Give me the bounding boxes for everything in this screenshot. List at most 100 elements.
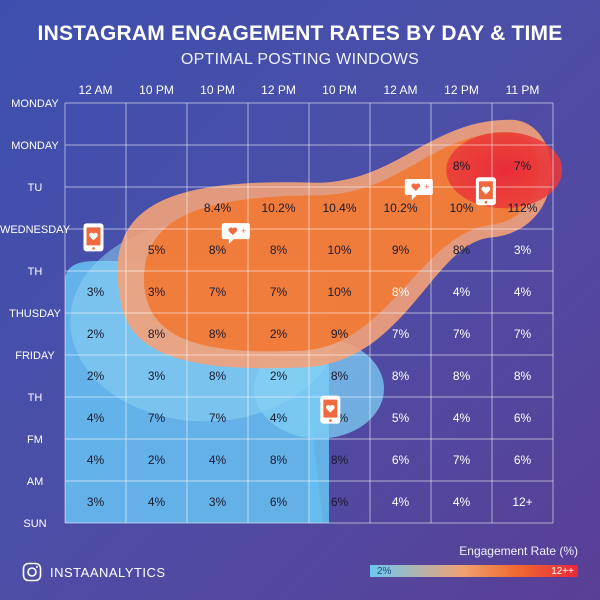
- heatmap-cell-value: 8%: [209, 369, 227, 383]
- row-label: TH: [28, 266, 43, 278]
- heatmap-cell-value: 4%: [148, 495, 166, 509]
- heatmap-cell-value: 3%: [209, 495, 227, 509]
- heatmap-cell-value: 2%: [87, 327, 105, 341]
- heatmap-cell-value: 7%: [209, 411, 227, 425]
- heatmap-cell-value: 10%: [327, 285, 351, 299]
- heatmap-cell-value: 9%: [392, 243, 410, 257]
- heatmap-cell-value: 4%: [209, 453, 227, 467]
- heatmap-cell-value: 8%: [453, 159, 471, 173]
- row-label: TH: [28, 392, 43, 404]
- heatmap-cell-value: 2%: [87, 369, 105, 383]
- heatmap-cell-value: 9%: [331, 327, 349, 341]
- heatmap-cell-value: 4%: [514, 285, 532, 299]
- row-label: FRIDAY: [15, 350, 55, 362]
- heatmap-cell-value: 112%: [508, 201, 538, 215]
- heatmap-cell-value: 12+: [512, 495, 532, 509]
- heatmap-cell-value: 4%: [453, 285, 471, 299]
- heatmap-cell-value: 10%: [449, 201, 473, 215]
- heatmap-cell-value: 4%: [87, 411, 105, 425]
- column-label: 10 PM: [139, 83, 174, 97]
- column-labels: 12 AM 10 PM 10 PM 12 PM 10 PM 12 AM 12 PM 11 PM: [78, 83, 539, 97]
- heatmap-cell-value: 8%: [453, 243, 471, 257]
- heatmap-cell-value: 7%: [514, 159, 532, 173]
- heatmap-cells: 8% 7% 8.4% 10.2% 10.4% 10.2% 10% 112% 5% 8% 8% 10% 9…: [87, 159, 538, 509]
- brand-name: INSTAANALYTICS: [50, 564, 166, 580]
- heatmap-cell-value: 7%: [392, 327, 410, 341]
- heatmap-cell-value: 6%: [270, 495, 288, 509]
- heatmap-cell-value: 8%: [392, 369, 410, 383]
- heatmap-cell-value: 6%: [331, 495, 349, 509]
- heatmap-cell-value: 8%: [270, 243, 288, 257]
- comment-heart-icon: +: [221, 223, 250, 245]
- svg-text:+: +: [241, 226, 246, 236]
- chart-title: INSTAGRAM ENGAGEMENT RATES BY DAY & TIME: [37, 22, 563, 45]
- heatmap-cell-value: 4%: [453, 495, 471, 509]
- heatmap-cell-value: 2%: [270, 327, 288, 341]
- heatmap-cell-value: 6%: [514, 411, 532, 425]
- heatmap-cell-value: 10.2%: [383, 201, 417, 215]
- column-label: 12 AM: [78, 83, 112, 97]
- legend-max-label: 12++: [551, 566, 574, 577]
- legend-gradient-bar: [370, 565, 578, 577]
- comment-heart-icon: +: [404, 179, 433, 200]
- heatmap-cell-value: 10.2%: [261, 201, 295, 215]
- heatmap-cell-value: 4%: [270, 411, 288, 425]
- heatmap-cell-value: 5%: [392, 411, 410, 425]
- legend-min-label: 2%: [377, 566, 392, 577]
- heatmap-cell-value: 2%: [270, 369, 288, 383]
- phone-heart-icon: [320, 395, 341, 424]
- column-label: 12 AM: [383, 83, 417, 97]
- heatmap-cell-value: 8%: [270, 453, 288, 467]
- column-label: 11 PM: [506, 83, 540, 97]
- heatmap-cell-value: 7%: [453, 327, 471, 341]
- column-label: 12 PM: [261, 83, 296, 97]
- heatmap-cell-value: 8%: [514, 369, 532, 383]
- heatmap-cell-value: 8.4%: [204, 201, 232, 215]
- heatmap-cell-value: 4%: [453, 411, 471, 425]
- heatmap-cell-value: 8%: [331, 369, 349, 383]
- row-label: FM: [27, 434, 43, 446]
- camera-icon: [22, 562, 42, 582]
- heatmap-cell-value: 6%: [392, 453, 410, 467]
- heatmap-cell-value: 4%: [87, 453, 105, 467]
- chart-subtitle: OPTIMAL POSTING WINDOWS: [180, 51, 420, 68]
- heatmap-cell-value: 7%: [209, 285, 227, 299]
- row-label: WEDNESDAY: [0, 224, 71, 236]
- icon-layer: ++: [83, 177, 496, 424]
- heatmap-cell-value: 8%: [453, 369, 471, 383]
- heatmap-cell-value: 6%: [514, 453, 532, 467]
- row-label: TU: [28, 182, 43, 194]
- heatmap-cell-value: 10.4%: [322, 201, 356, 215]
- heatmap-cell-value: 7%: [148, 411, 166, 425]
- phone-heart-icon: [475, 177, 496, 206]
- heatmap-cell-value: 3%: [87, 285, 105, 299]
- row-labels: MONDAY MONDAY TU WEDNESDAY TH THUSDAY FRIDAY TH…: [0, 98, 71, 530]
- heatmap-cell-value: 8%: [331, 453, 349, 467]
- brand: INSTAANALYTICS: [22, 562, 166, 582]
- heatmap-cell-value: 3%: [514, 243, 532, 257]
- heatmap-cell-value: 10%: [327, 243, 351, 257]
- legend-title: Engagement Rate (%): [459, 544, 578, 558]
- heatmap-cell-value: 4%: [392, 495, 410, 509]
- column-label: 10 PM: [322, 83, 357, 97]
- heatmap-cell-value: 2%: [148, 453, 166, 467]
- phone-heart-icon: [83, 223, 104, 252]
- row-label: SUN: [23, 518, 46, 530]
- column-label: 12 PM: [444, 83, 479, 97]
- heatmap-cell-value: 8%: [209, 243, 227, 257]
- heatmap-cell-value: 8%: [148, 327, 166, 341]
- heatmap-cell-value: 3%: [148, 285, 166, 299]
- red-hotspot: [446, 132, 563, 209]
- row-label: AM: [27, 476, 44, 488]
- heatmap-cell-value: 8%: [209, 327, 227, 341]
- heatmap-grid: [64, 102, 554, 524]
- row-label: MONDAY: [11, 140, 59, 152]
- row-label: MONDAY: [11, 98, 59, 110]
- heatmap-cell-value: 7%: [453, 453, 471, 467]
- heatmap-cell-value: 7%: [514, 327, 532, 341]
- row-label: THUSDAY: [9, 308, 61, 320]
- column-label: 10 PM: [200, 83, 235, 97]
- heatmap-cell-value: 7%: [270, 285, 288, 299]
- svg-text:+: +: [424, 182, 429, 192]
